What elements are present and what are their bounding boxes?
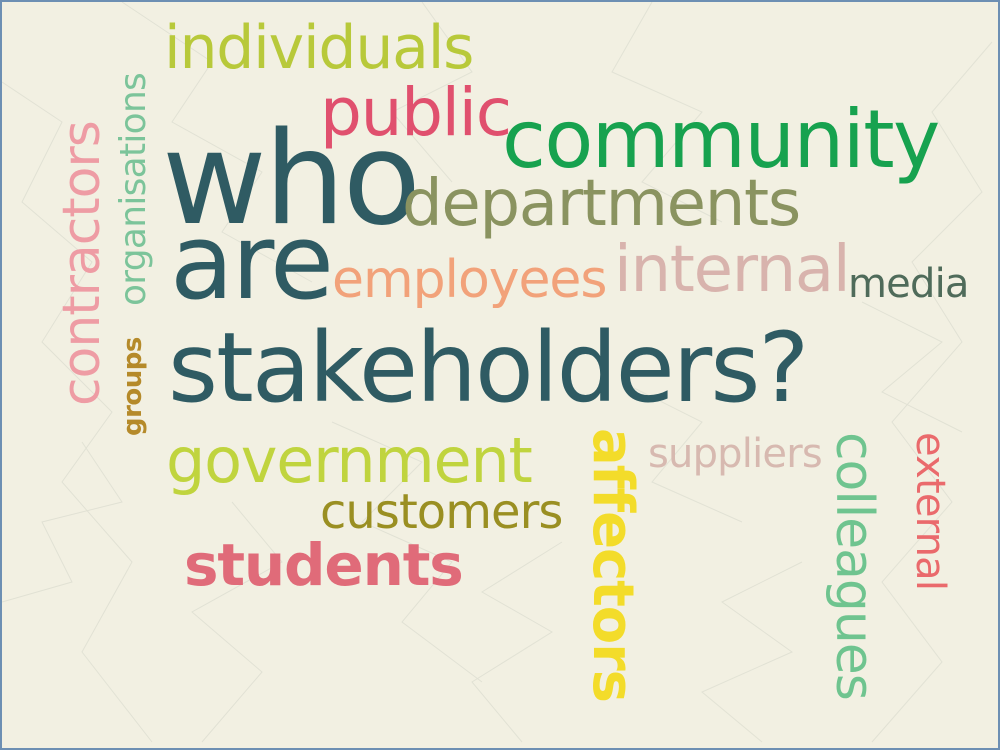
word-are: are (170, 201, 334, 323)
word-government: government (166, 424, 533, 497)
word-contractors: contractors (52, 121, 112, 406)
word-suppliers: suppliers (648, 431, 823, 477)
word-colleagues: colleagues (824, 432, 884, 700)
word-media: media (848, 261, 969, 307)
word-public: public (320, 74, 512, 151)
word-affectors: affectors (580, 428, 645, 702)
word-employees: employees (332, 250, 607, 310)
word-groups: groups (118, 337, 148, 436)
word-individuals: individuals (164, 13, 474, 83)
word-who: who (162, 105, 421, 254)
word-community: community (502, 93, 940, 186)
word-stakeholders: stakeholders? (168, 312, 809, 424)
word-organisations: organisations (113, 72, 154, 306)
word-departments: departments (402, 167, 801, 241)
word-external: external (907, 432, 953, 591)
word-customers: customers (320, 484, 563, 540)
word-internal: internal (614, 233, 851, 307)
word-students: students (184, 531, 464, 599)
